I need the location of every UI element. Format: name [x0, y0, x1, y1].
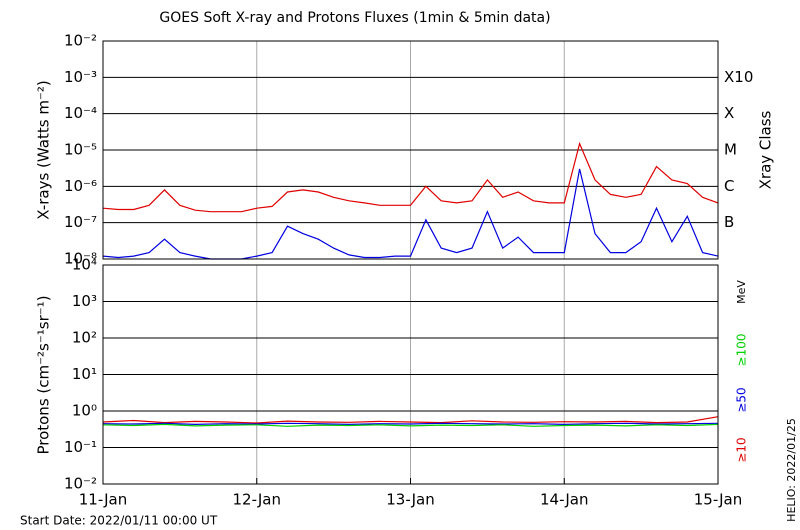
x-tick-label: 13-Jan — [386, 491, 434, 509]
y-axis-title: X-rays (Watts m⁻²) — [35, 80, 53, 219]
y-tick-label: 10⁻⁷ — [64, 213, 97, 231]
y-tick-label: 10⁻² — [64, 32, 97, 50]
y-tick-label: 10⁻¹ — [64, 438, 97, 456]
y-tick-label: 10⁻² — [64, 475, 97, 493]
series-line — [102, 168, 719, 260]
legend-entry: ≥10 — [735, 437, 749, 462]
x-tick-label: 14-Jan — [540, 491, 588, 509]
y-tick-label: 10³ — [72, 292, 97, 310]
class-label: B — [724, 213, 734, 231]
y-tick-label: 10⁻⁵ — [64, 141, 97, 159]
credit: HELIO: 2022/01/25 — [785, 418, 798, 522]
x-tick-label: 11-Jan — [79, 491, 127, 509]
right-axis-title: Xray Class — [757, 110, 775, 189]
class-label: C — [724, 177, 734, 195]
legend-entry: ≥100 — [735, 334, 749, 367]
x-tick-label: 15-Jan — [694, 491, 742, 509]
chart-title: GOES Soft X-ray and Protons Fluxes (1min… — [159, 10, 550, 26]
y-tick-label: 10⁻⁸ — [64, 250, 97, 268]
y-tick-label: 10² — [72, 329, 97, 347]
y-tick-label: 10⁻⁶ — [64, 177, 97, 195]
x-tick-label: 12-Jan — [233, 491, 281, 509]
y-tick-label: 10⁻⁴ — [64, 104, 97, 122]
y-tick-label: 10⁴ — [72, 256, 97, 274]
series-line — [102, 423, 719, 427]
y-tick-label: 10¹ — [72, 365, 97, 383]
legend-title: MeV — [735, 280, 748, 304]
class-label: X10 — [724, 68, 753, 86]
class-label: M — [724, 141, 737, 159]
legend-entry: ≥50 — [735, 387, 749, 412]
plot-frame — [102, 40, 719, 260]
series-line — [102, 422, 719, 426]
y-axis-title: Protons (cm⁻²s⁻¹sr⁻¹) — [35, 295, 53, 454]
series-line — [102, 141, 719, 213]
series-line — [102, 416, 719, 424]
y-tick-label: 10⁰ — [72, 402, 97, 420]
class-label: X — [724, 104, 734, 122]
y-tick-label: 10⁻³ — [64, 68, 97, 86]
footer: Start Date: 2022/01/11 00:00 UT — [20, 514, 218, 528]
